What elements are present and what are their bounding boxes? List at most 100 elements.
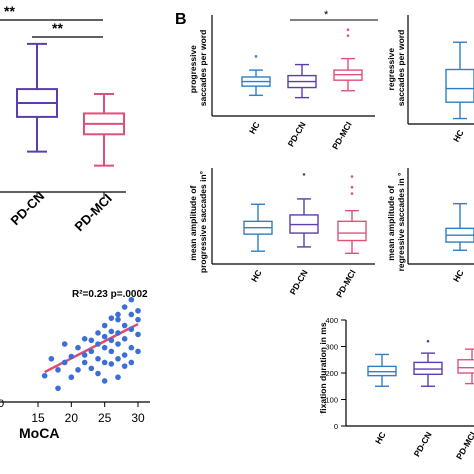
scatter-point: [115, 341, 121, 347]
pd-mci-box: [337, 220, 367, 242]
b3-boxes: [243, 173, 367, 255]
scatter-point: [55, 367, 61, 373]
pd-mci-outlier: [346, 34, 350, 37]
scatter-point: [101, 344, 108, 351]
sig-stars-second: **: [52, 20, 63, 36]
pd-cn-outlier: [426, 339, 430, 343]
xtick-label-pd-mci: PD-MCI: [454, 430, 474, 461]
box-pdmci: [83, 92, 125, 167]
scatter-point: [75, 344, 81, 351]
b2-boxes: [445, 41, 474, 120]
xtick-label-pdcn: PD-CN: [8, 188, 48, 228]
scatter-point: [88, 348, 95, 355]
scatter-point: [101, 322, 108, 329]
b4-xtick-labels: HC: [451, 268, 466, 284]
scatter-x-label: MoCA: [19, 425, 59, 441]
pd-cn-outlier: [302, 173, 306, 176]
scatter-point: [128, 344, 135, 351]
chart-fixation-duration: fixation duration in ms 0 100 200 300 400 HC…: [318, 316, 474, 461]
b5-ytick-label: 0: [334, 422, 338, 431]
b5-xtick-labels: HC PD-CN PD-MCI: [373, 430, 474, 461]
scatter-points: [41, 296, 141, 392]
b4-boxes: [445, 202, 474, 251]
scatter-point: [115, 355, 121, 362]
xtick-label-pd-mci: PD-MCI: [334, 268, 358, 299]
b5-ytick-labels: 0 100 200 300 400: [325, 316, 346, 431]
scatter-point: [88, 337, 95, 344]
scatter-point: [81, 336, 88, 342]
scatter-xtick-label: 20: [65, 411, 79, 425]
hc-box: [445, 68, 474, 103]
scatter-point: [95, 355, 101, 362]
chart-amplitude-progressive: mean amplitude of progressive saccades i…: [188, 168, 375, 299]
panel-b-label: B: [175, 11, 187, 28]
scatter-point: [115, 316, 121, 323]
ylabel-amplitude-regressive: mean amplitude of regressive saccades in…: [386, 172, 406, 271]
scatter-point: [121, 322, 128, 329]
xtick-label-pd-cn: PD-CN: [288, 268, 310, 296]
b5-ytick-label: 100: [325, 396, 338, 405]
scatter-point: [81, 359, 88, 366]
xtick-label-pdmci: PD-MCI: [72, 191, 115, 234]
scatter-point: [128, 326, 135, 333]
xtick-label-hc: HC: [249, 268, 264, 284]
regression-stats: R²=0.23 p=.0002: [72, 289, 148, 300]
b3-xtick-labels: HC PD-CN PD-MCI: [249, 268, 358, 299]
scatter-point: [121, 352, 128, 358]
scatter-point: [61, 359, 68, 366]
ylabel-amplitude-progressive: mean amplitude of progressive saccades i…: [188, 170, 208, 273]
scatter-point: [68, 374, 75, 381]
b5-ytick-label: 300: [325, 343, 338, 352]
scatter-point: [101, 359, 108, 366]
xtick-label-pd-mci: PD-MCI: [330, 120, 354, 151]
chart-regressive-saccades: regressive saccades per word HC: [386, 15, 474, 144]
chart-amplitude-regressive: mean amplitude of regressive saccades in…: [386, 168, 474, 284]
xtick-label-pd-cn: PD-CN: [412, 430, 434, 458]
xtick-label-hc: HC: [451, 268, 466, 284]
scatter-x-ticks: 15 20 25 30: [31, 402, 145, 425]
scatter-stub-tick: 0: [0, 398, 4, 410]
scatter-xtick-label: 30: [131, 411, 145, 425]
scatter-point: [108, 337, 115, 344]
scatter-point: [75, 367, 81, 373]
b1-boxes: [241, 28, 363, 99]
scatter-point: [115, 374, 121, 381]
pd-mci-outlier: [350, 175, 354, 178]
b5-ytick-label: 400: [325, 316, 338, 325]
pd-mci-box: [457, 359, 474, 374]
scatter-point: [135, 307, 141, 314]
pd-mci-outlier: [346, 28, 350, 31]
scatter-xtick-label: 25: [98, 411, 112, 425]
scatter-point: [121, 336, 128, 342]
regression-line: [44, 322, 139, 374]
scatter-point: [128, 359, 135, 366]
scatter-xtick-label: 15: [31, 411, 45, 425]
scatter-point: [115, 311, 121, 318]
scatter-point: [121, 304, 128, 310]
sig-star-b1: *: [324, 9, 329, 21]
scatter-point: [108, 361, 115, 367]
scatter-point: [41, 372, 48, 379]
scatter-point: [88, 365, 95, 372]
scatter-point: [101, 378, 108, 384]
scatter-point: [135, 348, 141, 355]
ylabel-fixation-duration: fixation duration in ms: [318, 322, 328, 413]
scatter-point: [95, 330, 101, 336]
sig-stars-top: **: [4, 3, 15, 19]
scatter-point: [61, 341, 68, 347]
scatter-point: [108, 348, 115, 355]
panel-a-scatter: R²=0.23 p=.0002 15 20 25 30 0 MoCA: [0, 289, 150, 441]
ylabel-regressive-saccades: regressive saccades per word: [386, 30, 406, 107]
pd-mci-outlier: [350, 185, 354, 189]
scatter-point: [108, 328, 115, 335]
xtick-label-hc: HC: [247, 120, 262, 136]
scatter-point: [95, 341, 101, 347]
scatter-point: [95, 370, 101, 377]
b2-xtick-labels: HC: [451, 128, 466, 144]
scatter-point: [135, 331, 141, 338]
b1-xtick-labels: HC PD-CN PD-MCI: [247, 120, 354, 151]
scatter-point: [68, 353, 75, 360]
scatter-point: [128, 311, 135, 318]
xtick-label-pd-cn: PD-CN: [286, 120, 308, 148]
xtick-label-hc: HC: [451, 128, 466, 144]
